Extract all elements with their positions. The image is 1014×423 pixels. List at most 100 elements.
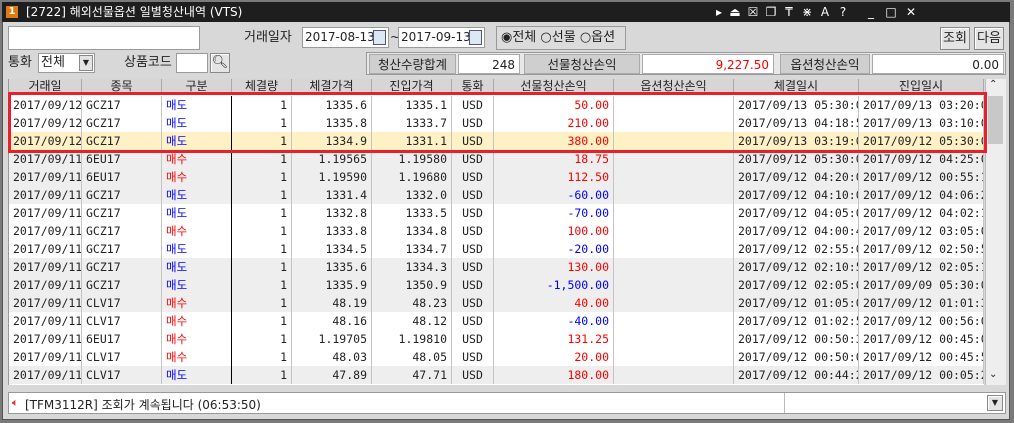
cell-side: 매도 (162, 276, 232, 294)
cell-exec-time: 2017/09/13 05:30:00 (734, 96, 859, 114)
cell-quantity: 1 (232, 366, 292, 384)
cell-futures-pl: 180.00 (494, 366, 614, 384)
cell-exec-time: 2017/09/12 01:05:03 (734, 294, 859, 312)
cell-trade-date: 2017/09/11 (9, 186, 82, 204)
options-pl-label: 옵션청산손익 (780, 54, 870, 74)
status-dropdown-button[interactable]: ▼ (987, 395, 1003, 411)
table-row[interactable]: 2017/09/11 CLV17 매수 1 48.19 48.23 USD 40.00 2017… (9, 294, 984, 312)
cell-entry-time: 2017/09/12 04:25:03 (859, 150, 984, 168)
close-icon[interactable]: ✕ (905, 5, 917, 19)
table-row[interactable]: 2017/09/11 6EU17 매수 1 1.19705 1.19810 USD 131.2… (9, 330, 984, 348)
table-row[interactable]: 2017/09/11 6EU17 매수 1 1.19565 1.19580 USD 18.75… (9, 150, 984, 168)
table-row[interactable]: 2017/09/11 6EU17 매수 1 1.19590 1.19680 USD 112.5… (9, 168, 984, 186)
cell-quantity: 1 (232, 186, 292, 204)
cell-entry-price: 48.12 (372, 312, 452, 330)
date-to-input[interactable]: 2017-09-13 (398, 27, 485, 48)
futures-pl-value: 9,227.50 (642, 54, 774, 74)
header-quantity[interactable]: 체결량 (232, 79, 292, 95)
table-row[interactable]: 2017/09/11 GCZ17 매도 1 1335.6 1334.3 USD 130.00 2… (9, 258, 984, 276)
link-icon[interactable]: ⋇ (801, 5, 813, 19)
cell-currency: USD (452, 294, 494, 312)
cell-entry-time: 2017/09/12 05:30:00 (859, 132, 984, 150)
cell-futures-pl: 112.50 (494, 168, 614, 186)
cell-futures-pl: 210.00 (494, 114, 614, 132)
copy-icon[interactable]: ❐ (765, 5, 777, 19)
cell-trade-date: 2017/09/11 (9, 294, 82, 312)
cell-symbol: GCZ17 (82, 204, 162, 222)
currency-select[interactable]: 전체 ▼ (38, 53, 95, 73)
cell-currency: USD (452, 276, 494, 294)
cell-symbol: CLV17 (82, 312, 162, 330)
minimize-icon[interactable]: _ (868, 5, 874, 19)
cell-entry-price: 1334.7 (372, 240, 452, 258)
cell-futures-pl: 100.00 (494, 222, 614, 240)
query-button[interactable]: 조회 (940, 27, 970, 50)
chevron-down-icon[interactable]: ▼ (79, 55, 93, 71)
cell-currency: USD (452, 348, 494, 366)
cell-options-pl (614, 96, 734, 114)
pin-icon[interactable]: ₸ (785, 5, 793, 19)
calendar-icon[interactable] (373, 30, 386, 45)
scroll-down-icon[interactable]: ⌄ (989, 369, 998, 380)
table-row[interactable]: 2017/09/11 CLV17 매수 1 48.03 48.05 USD 20.00 2017… (9, 348, 984, 366)
table-row[interactable]: 2017/09/11 GCZ17 매도 1 1334.5 1334.7 USD -20.00 2… (9, 240, 984, 258)
product-code-input[interactable] (176, 53, 208, 73)
cell-futures-pl: -1,500.00 (494, 276, 614, 294)
cell-quantity: 1 (232, 96, 292, 114)
cell-side: 매수 (162, 312, 232, 330)
next-button[interactable]: 다음 (974, 27, 1004, 50)
account-input[interactable] (8, 26, 200, 50)
table-row[interactable]: 2017/09/11 GCZ17 매도 1 1335.9 1350.9 USD -1,500.… (9, 276, 984, 294)
table-row[interactable]: 2017/09/11 CLV17 매수 1 48.16 48.12 USD -40.00 201… (9, 312, 984, 330)
cell-exec-time: 2017/09/12 02:55:00 (734, 240, 859, 258)
cell-entry-price: 1.19680 (372, 168, 452, 186)
header-currency[interactable]: 통화 (452, 79, 494, 95)
radio-futures[interactable]: ○선물 (540, 30, 576, 45)
cell-currency: USD (452, 204, 494, 222)
close-box-icon[interactable]: ☒ (747, 5, 759, 19)
cell-options-pl (614, 168, 734, 186)
maximize-icon[interactable]: □ (885, 5, 897, 19)
table-row[interactable]: 2017/09/11 GCZ17 매도 1 1332.8 1333.5 USD -70.00 2… (9, 204, 984, 222)
cell-exec-time: 2017/09/12 00:50:03 (734, 348, 859, 366)
scroll-thumb[interactable] (988, 96, 1003, 144)
cell-entry-price: 1333.5 (372, 204, 452, 222)
table-row[interactable]: 2017/09/11 CLV17 매도 1 47.89 47.71 USD 180.00 201… (9, 366, 984, 384)
cell-entry-time: 2017/09/12 02:05:12 (859, 258, 984, 276)
cell-trade-date: 2017/09/11 (9, 168, 82, 186)
cell-trade-date: 2017/09/12 (9, 114, 82, 132)
cell-entry-price: 1333.7 (372, 114, 452, 132)
font-icon[interactable]: A (820, 5, 830, 19)
cell-entry-price: 1334.8 (372, 222, 452, 240)
cell-currency: USD (452, 186, 494, 204)
calendar-icon[interactable] (469, 30, 482, 45)
table-row[interactable]: 2017/09/12 GCZ17 매도 1 1335.8 1333.7 USD 210.00 2… (9, 114, 984, 132)
play-icon[interactable]: ▸ (715, 5, 723, 19)
date-from-input[interactable]: 2017-08-13 (302, 27, 389, 48)
cell-entry-time: 2017/09/12 00:45:03 (859, 330, 984, 348)
table-row[interactable]: 2017/09/12 GCZ17 매도 1 1335.6 1335.1 USD 50.00 20… (9, 96, 984, 114)
cell-trade-date: 2017/09/11 (9, 222, 82, 240)
search-icon[interactable]: 🔍︎ (210, 53, 230, 73)
market-radio-group: ◉전체 ○선물 ○옵션 (496, 26, 626, 50)
radio-all[interactable]: ◉전체 (501, 30, 537, 45)
cell-exec-time: 2017/09/13 03:19:00 (734, 132, 859, 150)
cell-exec-time: 2017/09/12 02:10:57 (734, 258, 859, 276)
cell-quantity: 1 (232, 276, 292, 294)
product-code-label: 상품코드 (124, 55, 172, 70)
cell-currency: USD (452, 312, 494, 330)
plug-icon[interactable]: ⏏ (729, 5, 741, 19)
cell-options-pl (614, 366, 734, 384)
header-futures-pl[interactable]: 선물청산손익 (494, 79, 614, 95)
cell-symbol: GCZ17 (82, 276, 162, 294)
radio-options[interactable]: ○옵션 (579, 30, 616, 45)
help-icon[interactable]: ? (839, 5, 847, 19)
scroll-up-icon[interactable]: ⌃ (989, 79, 998, 90)
cell-futures-pl: -40.00 (494, 312, 614, 330)
cell-exec-price: 1331.4 (292, 186, 372, 204)
cell-exec-time: 2017/09/12 00:50:39 (734, 330, 859, 348)
table-row[interactable]: 2017/09/11 GCZ17 매도 1 1331.4 1332.0 USD -60.00 2… (9, 186, 984, 204)
table-row[interactable]: 2017/09/12 GCZ17 매도 1 1334.9 1331.1 USD 380.00 2… (9, 132, 984, 150)
vertical-scrollbar[interactable]: ⌃ ⌄ (985, 79, 1006, 385)
table-row[interactable]: 2017/09/11 GCZ17 매수 1 1333.8 1334.8 USD 100.00 2… (9, 222, 984, 240)
